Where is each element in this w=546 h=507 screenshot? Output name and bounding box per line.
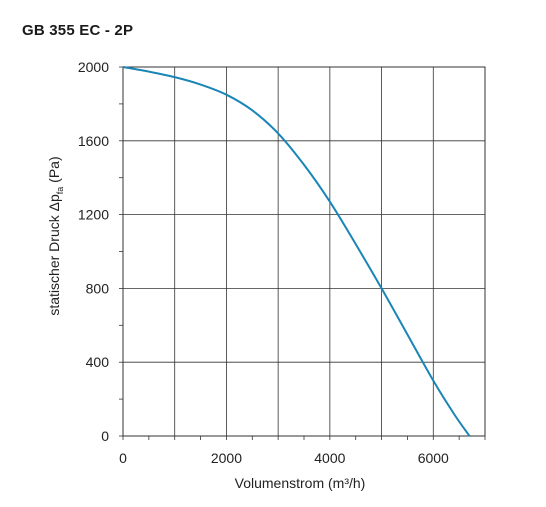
x-tick-label: 2000	[211, 450, 242, 466]
y-axis-label: statischer Druck Δpfa (Pa)	[46, 156, 65, 315]
y-tick-label: 400	[86, 354, 110, 370]
x-tick-label: 4000	[314, 450, 345, 466]
x-tick-label: 6000	[418, 450, 449, 466]
x-axis-label: Volumenstrom (m³/h)	[235, 475, 366, 491]
plot-frame	[122, 66, 486, 437]
y-tick-label: 2000	[78, 59, 109, 75]
grid-lines	[123, 67, 485, 436]
minor-ticks	[119, 66, 486, 440]
y-axis-label-unit: (Pa)	[46, 156, 62, 186]
y-tick-label: 0	[101, 428, 109, 444]
y-tick-label: 800	[86, 280, 110, 296]
y-tick-label: 1600	[78, 133, 109, 149]
y-tick-labels: 0 400 800 1200 1600 2000	[78, 59, 109, 444]
x-tick-labels: 0 2000 4000 6000	[119, 450, 449, 466]
chart-title: GB 355 EC - 2P	[22, 22, 134, 39]
y-axis-label-subscript: fa	[55, 187, 65, 195]
x-tick-label: 0	[119, 450, 127, 466]
y-tick-label: 1200	[78, 207, 109, 223]
y-axis-label-main: statischer Druck Δp	[46, 194, 62, 316]
fan-curve-line	[122, 66, 471, 437]
